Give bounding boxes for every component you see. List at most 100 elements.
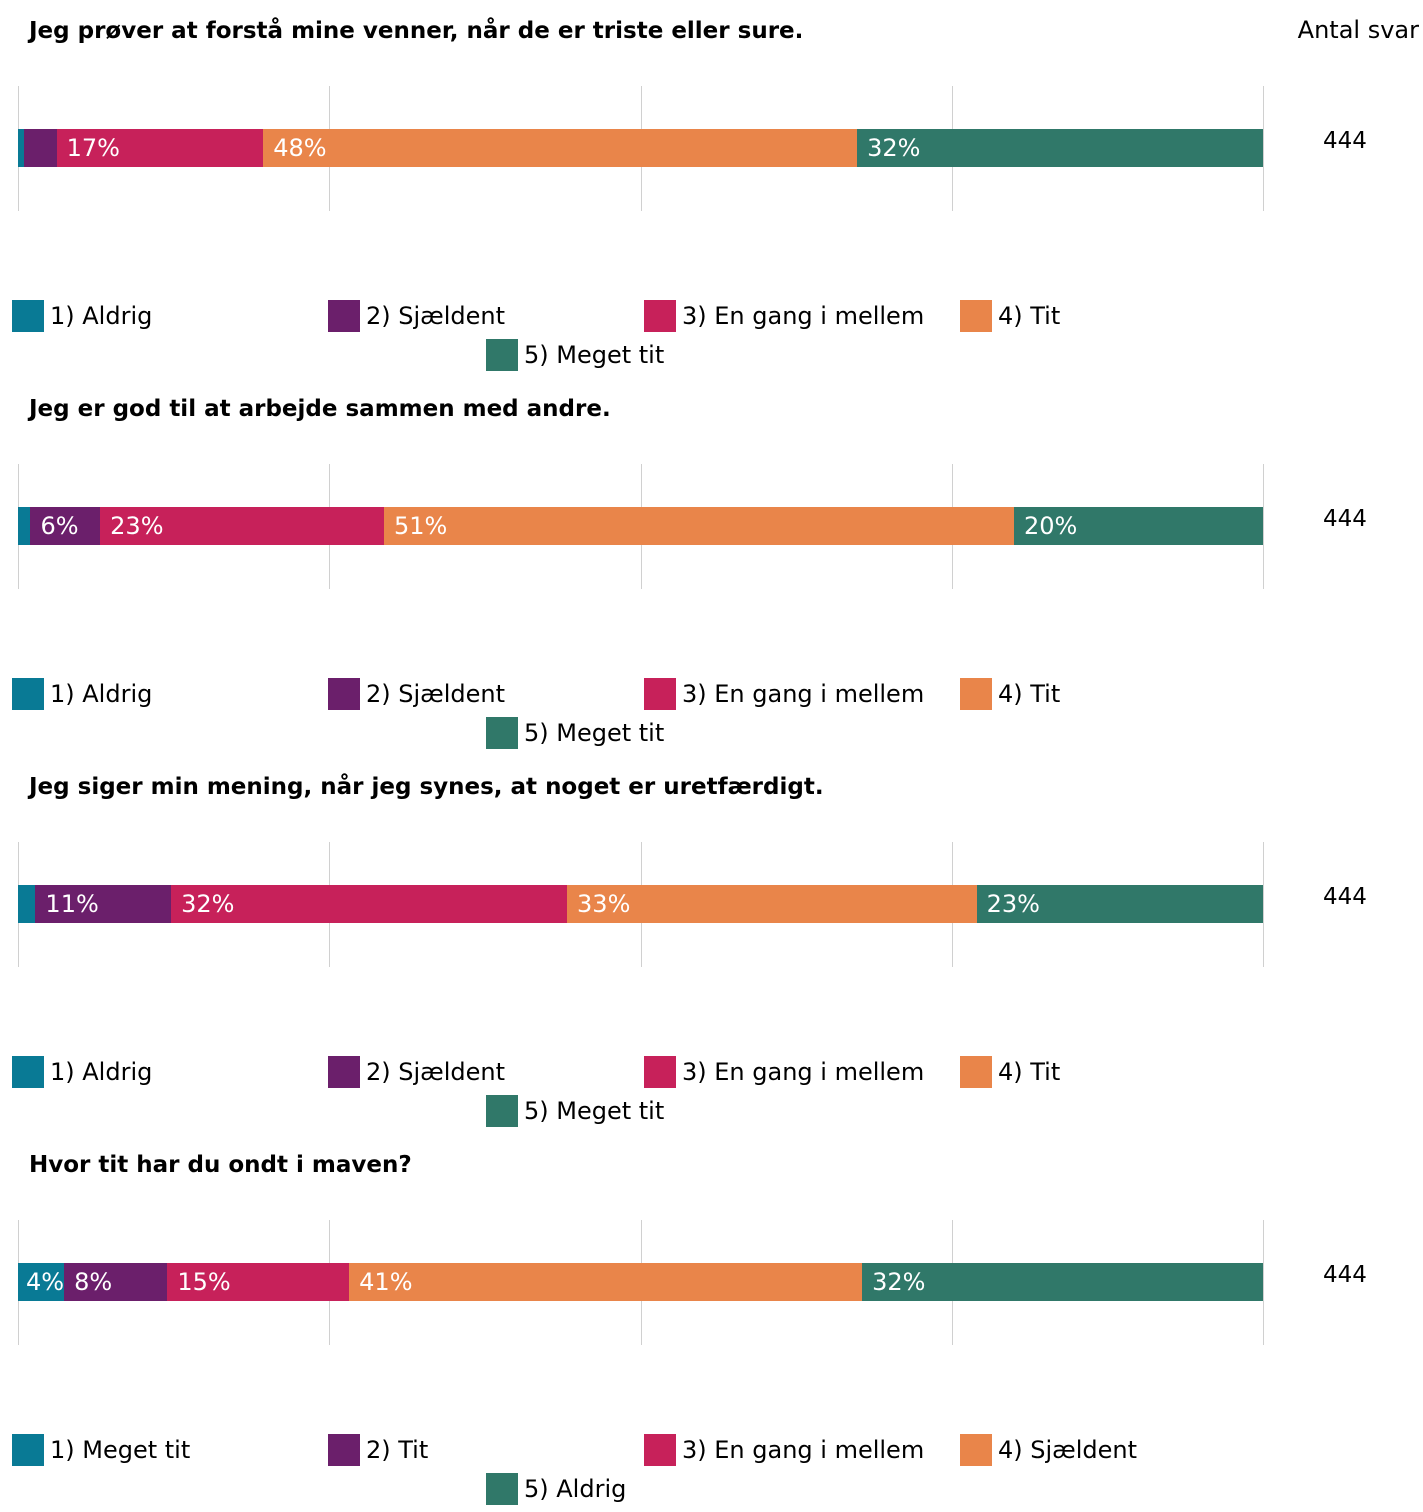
bar-segment: 15% xyxy=(167,1263,350,1301)
bar-segment xyxy=(18,129,25,167)
legend-item: 5) Meget tit xyxy=(486,1095,664,1127)
legend-swatch xyxy=(328,1434,360,1466)
bar-segment: 4% xyxy=(18,1263,64,1301)
data-label: 33% xyxy=(577,890,631,918)
legend-label: 5) Aldrig xyxy=(524,1475,627,1503)
legend-label: 3) En gang i mellem xyxy=(682,1058,925,1086)
data-label: 32% xyxy=(872,1268,926,1296)
stacked-bar: 4% 8% 15% 41% 32% xyxy=(18,1263,1263,1301)
chart-title: Hvor tit har du ondt i maven? xyxy=(29,1152,412,1178)
legend-swatch xyxy=(960,678,992,710)
legend-item: 5) Meget tit xyxy=(486,717,664,749)
legend-label: 1) Aldrig xyxy=(50,680,153,708)
data-label: 4% xyxy=(26,1268,65,1296)
chart-panel: Hvor tit har du ondt i maven? 4% 8% 15% 41% 3… xyxy=(0,1134,1423,1512)
legend-item: 3) En gang i mellem xyxy=(644,1056,924,1088)
bar-segment: 11% xyxy=(35,885,172,923)
gridline xyxy=(1263,1220,1264,1345)
data-label: 8% xyxy=(74,1268,113,1296)
data-label: 23% xyxy=(110,512,164,540)
legend-item: 4) Tit xyxy=(960,1056,1060,1088)
legend-item: 3) En gang i mellem xyxy=(644,678,924,710)
gridline xyxy=(1263,842,1264,967)
legend-item: 1) Aldrig xyxy=(12,678,152,710)
legend-label: 3) En gang i mellem xyxy=(682,302,925,330)
legend-label: 2) Sjældent xyxy=(366,1058,506,1086)
legend-swatch xyxy=(12,678,44,710)
legend-item: 2) Sjældent xyxy=(328,300,505,332)
legend-label: 1) Aldrig xyxy=(50,1058,153,1086)
legend-swatch xyxy=(486,717,518,749)
legend-swatch xyxy=(486,1095,518,1127)
response-count: 444 xyxy=(1323,506,1367,532)
legend-swatch xyxy=(328,300,360,332)
data-label: 11% xyxy=(45,890,99,918)
data-label: 17% xyxy=(66,134,120,162)
legend-label: 2) Sjældent xyxy=(366,680,506,708)
legend-item: 2) Sjældent xyxy=(328,1056,505,1088)
legend-swatch xyxy=(644,300,676,332)
stacked-bar: 11% 32% 33% 23% xyxy=(18,885,1263,923)
legend-item: 3) En gang i mellem xyxy=(644,1434,924,1466)
data-label: 32% xyxy=(181,890,235,918)
legend-item: 1) Aldrig xyxy=(12,300,152,332)
data-label: 48% xyxy=(273,134,327,162)
bar-segment: 33% xyxy=(567,885,977,923)
chart-panel: Jeg prøver at forstå mine venner, når de… xyxy=(0,0,1423,378)
bar-segment: 23% xyxy=(100,507,385,545)
legend-item: 2) Sjældent xyxy=(328,678,505,710)
response-count: 444 xyxy=(1323,1262,1367,1288)
bar-segment: 17% xyxy=(56,129,264,167)
legend-swatch xyxy=(644,1056,676,1088)
response-count: 444 xyxy=(1323,884,1367,910)
legend-swatch xyxy=(960,1434,992,1466)
data-label: 23% xyxy=(986,890,1040,918)
bar-segment: 41% xyxy=(349,1263,863,1301)
bar-segment: 32% xyxy=(862,1263,1263,1301)
legend-label: 1) Aldrig xyxy=(50,302,153,330)
legend-label: 3) En gang i mellem xyxy=(682,1436,925,1464)
legend-item: 4) Tit xyxy=(960,300,1060,332)
bar-segment xyxy=(18,507,31,545)
legend-label: 5) Meget tit xyxy=(524,719,665,747)
legend-swatch xyxy=(644,678,676,710)
bar-segment: 32% xyxy=(857,129,1263,167)
legend-label: 4) Sjældent xyxy=(998,1436,1138,1464)
legend-swatch xyxy=(12,1056,44,1088)
legend-item: 1) Meget tit xyxy=(12,1434,190,1466)
data-label: 32% xyxy=(867,134,921,162)
legend-label: 5) Meget tit xyxy=(524,341,665,369)
legend-item: 4) Tit xyxy=(960,678,1060,710)
response-count: 444 xyxy=(1323,128,1367,154)
legend-item: 1) Aldrig xyxy=(12,1056,152,1088)
legend-swatch xyxy=(486,1473,518,1505)
legend-swatch xyxy=(328,678,360,710)
legend-swatch xyxy=(12,1434,44,1466)
chart-title: Jeg er god til at arbejde sammen med and… xyxy=(29,396,611,422)
data-label: 15% xyxy=(177,1268,231,1296)
bar-segment: 48% xyxy=(263,129,858,167)
bar-segment: 23% xyxy=(976,885,1263,923)
bar-segment: 6% xyxy=(30,507,101,545)
bar-segment: 51% xyxy=(384,507,1014,545)
bar-segment: 20% xyxy=(1014,507,1263,545)
legend-label: 2) Tit xyxy=(366,1436,429,1464)
chart-title: Jeg prøver at forstå mine venner, når de… xyxy=(29,18,804,44)
stacked-bar: 6% 23% 51% 20% xyxy=(18,507,1263,545)
bar-segment: 8% xyxy=(64,1263,168,1301)
legend-label: 1) Meget tit xyxy=(50,1436,191,1464)
legend-swatch xyxy=(960,1056,992,1088)
legend-label: 4) Tit xyxy=(998,680,1061,708)
legend-item: 5) Meget tit xyxy=(486,339,664,371)
bar-segment xyxy=(24,129,57,167)
legend-label: 3) En gang i mellem xyxy=(682,680,925,708)
legend-label: 4) Tit xyxy=(998,302,1061,330)
data-label: 20% xyxy=(1024,512,1078,540)
legend-swatch xyxy=(960,300,992,332)
legend-item: 4) Sjældent xyxy=(960,1434,1137,1466)
data-label: 6% xyxy=(40,512,79,540)
legend-item: 3) En gang i mellem xyxy=(644,300,924,332)
legend-swatch xyxy=(644,1434,676,1466)
data-label: 41% xyxy=(359,1268,413,1296)
chart-panel: Jeg er god til at arbejde sammen med and… xyxy=(0,378,1423,756)
